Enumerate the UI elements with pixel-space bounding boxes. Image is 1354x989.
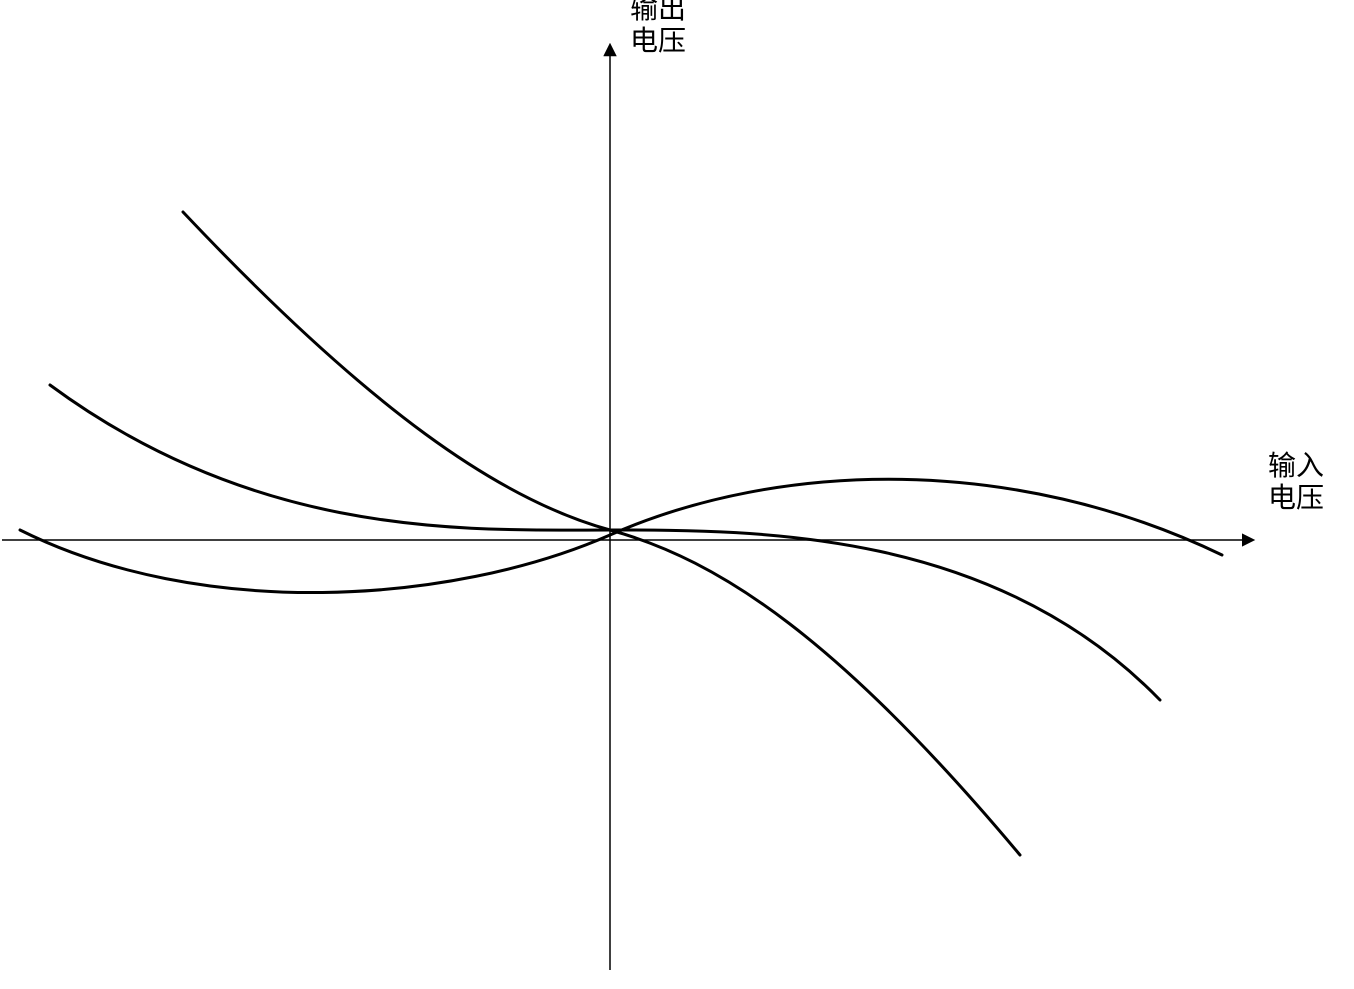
y-axis-label: 输出 电压 <box>630 0 693 57</box>
y-axis-label-line2: 电压 <box>630 25 686 57</box>
curve-middle <box>50 385 1160 700</box>
y-axis-label-line1: 输出 <box>630 0 686 25</box>
curve-outer <box>183 212 1020 855</box>
x-axis-label: 输入 电压 <box>1268 450 1331 514</box>
transfer-curves <box>20 212 1222 855</box>
curve-inner <box>20 479 1222 592</box>
voltage-transfer-chart: 输出 电压 输入 电压 <box>0 0 1354 989</box>
x-axis-label-line2: 电压 <box>1268 482 1324 514</box>
x-axis-label-line1: 输入 <box>1268 450 1324 482</box>
